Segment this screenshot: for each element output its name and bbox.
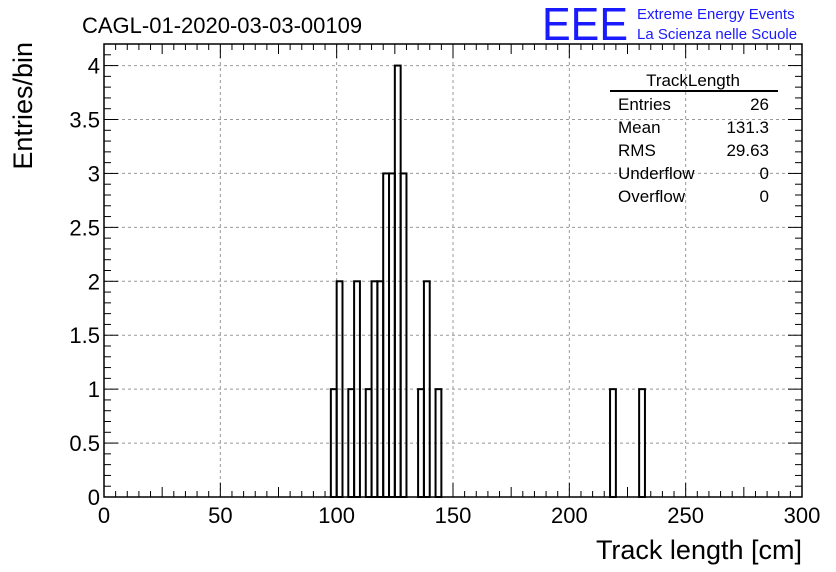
y-axis-title: Entries/bin: [8, 42, 38, 170]
histogram-series: [329, 64, 646, 499]
x-tick-label: 100: [318, 503, 355, 528]
stats-label: Mean: [618, 118, 661, 137]
y-tick-label: 1.5: [69, 323, 100, 348]
y-tick-label: 3: [88, 161, 100, 186]
y-tick-label: 2.5: [69, 215, 100, 240]
x-axis-ticks: 0 50 100 150 200 250 300: [98, 44, 820, 528]
x-tick-label: 50: [208, 503, 232, 528]
y-tick-label: 1: [88, 377, 100, 402]
y-tick-label: 0: [88, 485, 100, 510]
stats-rows: Entries 26 Mean 131.3 RMS 29.63 Underflow 0 Over…: [618, 95, 769, 206]
stats-box: TrackLength Entries 26 Mean 131.3 RMS 29.63 Un…: [610, 71, 778, 206]
histogram-bin: [638, 388, 646, 498]
x-axis-title: Track length [cm]: [596, 535, 802, 565]
eee-logo: EEE: [542, 0, 628, 50]
project-name: Extreme Energy Events: [637, 6, 795, 23]
stats-value: 29.63: [726, 141, 769, 160]
histogram-bin: [609, 388, 617, 498]
x-tick-label: 200: [551, 503, 588, 528]
y-axis-ticks: 0 0.5 1 1.5 2 2.5 3 3.5 4: [69, 43, 802, 510]
run-title: CAGL-01-2020-03-03-00109: [82, 13, 362, 38]
stats-value: 131.3: [726, 118, 769, 137]
x-tick-label: 0: [98, 503, 110, 528]
stats-box-title: TrackLength: [646, 71, 740, 90]
stats-label: RMS: [618, 141, 656, 160]
histogram-bin: [422, 280, 431, 498]
y-tick-label: 4: [88, 54, 100, 79]
stats-value: 26: [750, 95, 769, 114]
y-tick-label: 2: [88, 269, 100, 294]
stats-label: Underflow: [618, 164, 695, 183]
stats-label: Overflow: [618, 187, 686, 206]
stats-value: 0: [760, 164, 769, 183]
stats-label: Entries: [618, 95, 671, 114]
y-tick-label: 0.5: [69, 431, 100, 456]
x-tick-label: 150: [435, 503, 472, 528]
y-tick-label: 3.5: [69, 108, 100, 133]
grid-lines: [104, 44, 802, 497]
x-tick-label: 250: [667, 503, 704, 528]
histogram-bin: [399, 172, 408, 499]
histogram-bin: [434, 388, 443, 498]
stats-value: 0: [760, 187, 769, 206]
project-subtitle: La Scienza nelle Scuole: [637, 26, 797, 43]
x-tick-label: 300: [784, 503, 821, 528]
